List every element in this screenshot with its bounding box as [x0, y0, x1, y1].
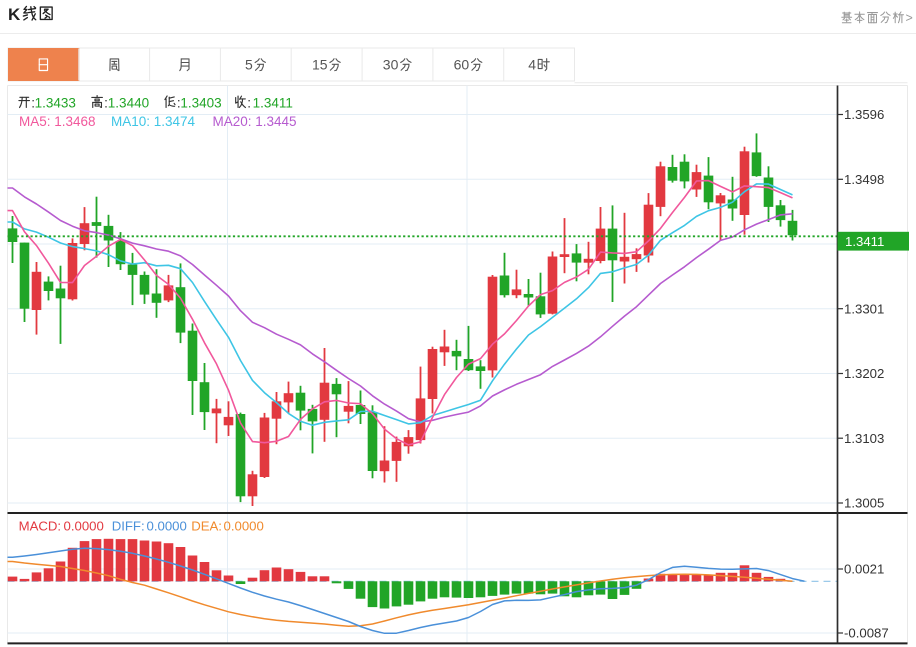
svg-text:1.3440: 1.3440	[108, 95, 149, 110]
svg-text:1.3596: 1.3596	[844, 107, 884, 122]
svg-text:MACD:: MACD:	[19, 519, 62, 534]
svg-text:30: 30	[383, 57, 399, 73]
svg-text:>: >	[906, 11, 913, 25]
svg-text:K: K	[8, 5, 21, 24]
svg-text:0.0000: 0.0000	[224, 519, 264, 534]
svg-text:DIFF:: DIFF:	[112, 519, 145, 534]
svg-text:1.3005: 1.3005	[844, 496, 884, 511]
svg-text:5: 5	[245, 57, 253, 73]
svg-text:MA5: 1.3468: MA5: 1.3468	[19, 114, 96, 129]
svg-text:60: 60	[454, 57, 470, 73]
svg-text:0.0000: 0.0000	[147, 519, 187, 534]
svg-text::: :	[31, 95, 35, 110]
svg-text:1.3403: 1.3403	[180, 95, 221, 110]
svg-text:15: 15	[312, 57, 328, 73]
svg-text:1.3411: 1.3411	[253, 95, 293, 110]
svg-text::: :	[177, 95, 181, 110]
svg-text:1.3498: 1.3498	[844, 172, 884, 187]
svg-text:1.3301: 1.3301	[844, 301, 884, 316]
svg-text::: :	[104, 95, 108, 110]
svg-text:-0.0087: -0.0087	[844, 626, 889, 641]
svg-text:1.3433: 1.3433	[35, 95, 76, 110]
svg-text:DEA:: DEA:	[191, 519, 222, 534]
svg-text:0.0021: 0.0021	[844, 562, 884, 577]
svg-text::: :	[247, 95, 251, 110]
svg-text:MA10: 1.3474: MA10: 1.3474	[111, 114, 196, 129]
svg-text:1.3103: 1.3103	[844, 431, 884, 446]
svg-text:4: 4	[528, 57, 536, 73]
svg-text:1.3411: 1.3411	[845, 234, 884, 249]
svg-text:MA20: 1.3445: MA20: 1.3445	[213, 114, 297, 129]
svg-text:1.3202: 1.3202	[844, 366, 884, 381]
svg-text:0.0000: 0.0000	[64, 519, 104, 534]
